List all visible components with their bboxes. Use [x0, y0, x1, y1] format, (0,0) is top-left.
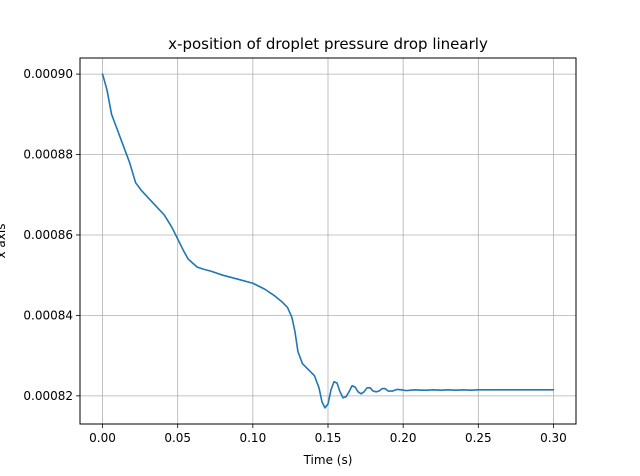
- x-tick-label: 0.05: [164, 431, 191, 445]
- x-tick-label: 0.20: [390, 431, 417, 445]
- grid: [80, 58, 576, 424]
- ticks: 0.00 0.05 0.10 0.15 0.20 0.25 0.30 0.00082 0.000…: [23, 67, 566, 445]
- x-tick-label: 0.30: [540, 431, 567, 445]
- chart-title: x-position of droplet pressure drop line…: [168, 35, 488, 53]
- y-tick-label: 0.00088: [23, 148, 73, 162]
- x-tick-label: 0.10: [239, 431, 266, 445]
- y-tick-label: 0.00084: [23, 308, 73, 322]
- x-tick-label: 0.25: [465, 431, 492, 445]
- y-tick-label: 0.00086: [23, 228, 73, 242]
- series-layer: [101, 73, 555, 409]
- y-tick-label: 0.00090: [23, 67, 73, 81]
- x-axis-label: Time (s): [303, 453, 353, 467]
- x-tick-label: 0.15: [315, 431, 342, 445]
- series-line: [101, 73, 555, 409]
- y-tick-label: 0.00082: [23, 389, 73, 403]
- x-tick-label: 0.00: [89, 431, 116, 445]
- y-axis-label: x axis: [0, 224, 8, 259]
